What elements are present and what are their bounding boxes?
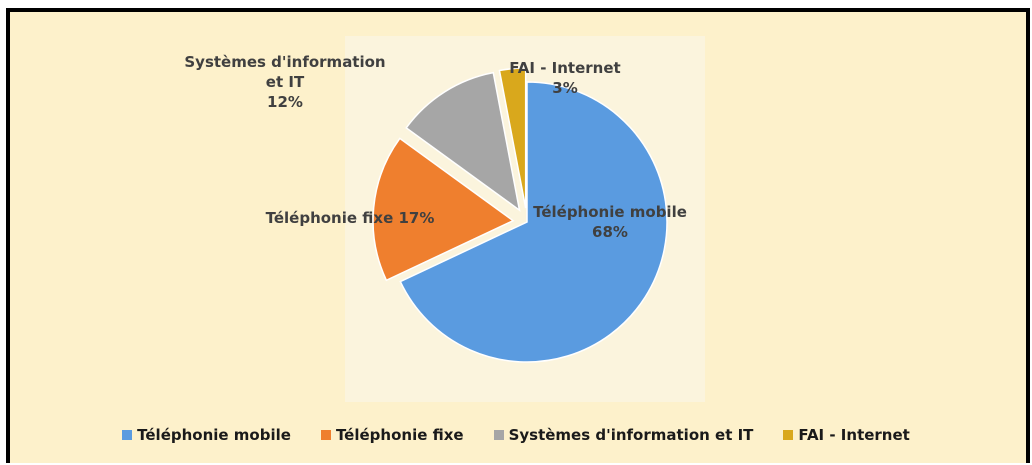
legend-swatch	[493, 430, 504, 440]
legend-label: Systèmes d'information et IT	[508, 426, 754, 444]
data-label: FAI - Internet 3%	[505, 58, 625, 98]
data-label: Systèmes d'information et IT 12%	[180, 52, 390, 112]
legend-label: FAI - Internet	[798, 426, 910, 444]
data-label: Téléphonie fixe 17%	[240, 208, 460, 228]
label-value: 17%	[398, 209, 435, 227]
legend-swatch	[122, 430, 133, 440]
label-category: Systèmes d'information et IT	[184, 53, 386, 91]
label-category: FAI - Internet	[509, 59, 621, 77]
label-value: 3%	[552, 79, 578, 97]
pie-slice	[399, 81, 668, 363]
legend-label: Téléphonie mobile	[137, 426, 291, 444]
legend-item: Téléphonie mobile	[122, 426, 291, 444]
legend-item: FAI - Internet	[783, 426, 910, 444]
label-value: 68%	[592, 223, 628, 241]
label-category: Téléphonie mobile	[533, 203, 687, 221]
legend: Téléphonie mobile Téléphonie fixe Systèmes…	[0, 426, 1032, 444]
legend-label: Téléphonie fixe	[335, 426, 464, 444]
data-label: Téléphonie mobile 68%	[520, 202, 700, 242]
pie-slice	[405, 71, 521, 212]
legend-swatch	[783, 430, 794, 440]
legend-swatch	[320, 430, 331, 440]
pie-slice	[372, 137, 515, 282]
label-value: 12%	[267, 93, 303, 111]
legend-item: Téléphonie fixe	[320, 426, 464, 444]
legend-item: Systèmes d'information et IT	[493, 426, 754, 444]
pie-slice	[498, 67, 527, 209]
label-category: Téléphonie fixe	[265, 209, 394, 227]
